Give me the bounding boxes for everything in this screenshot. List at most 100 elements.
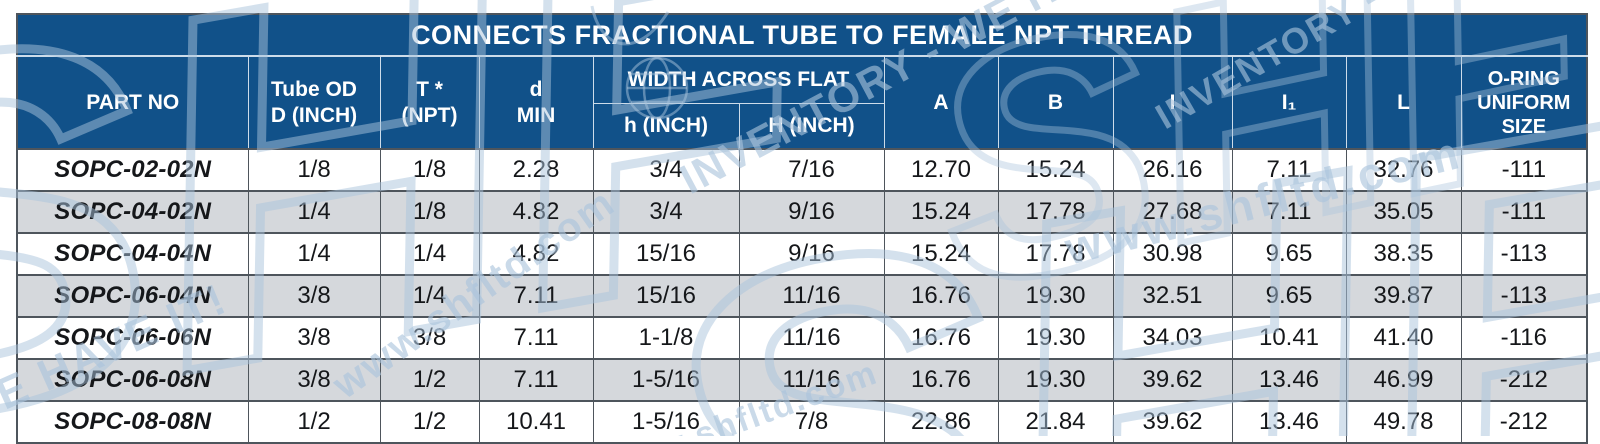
value-cell: 2.28	[479, 149, 593, 191]
value-cell: 16.76	[884, 359, 998, 401]
value-cell: 3/8	[380, 317, 479, 359]
value-cell: 1/8	[380, 191, 479, 233]
value-cell: -113	[1461, 233, 1587, 275]
value-cell: 49.78	[1346, 401, 1461, 443]
value-cell: 17.78	[998, 233, 1113, 275]
value-cell: 1/2	[248, 401, 380, 443]
value-cell: 15/16	[593, 233, 739, 275]
table-title: CONNECTS FRACTIONAL TUBE TO FEMALE NPT T…	[17, 14, 1587, 56]
col-header-h-upper: H (INCH)	[739, 104, 884, 150]
col-header-o-ring: O-RING UNIFORM SIZE	[1461, 56, 1587, 149]
value-cell: 10.41	[1232, 317, 1346, 359]
value-cell: 1/4	[380, 275, 479, 317]
value-cell: 35.05	[1346, 191, 1461, 233]
value-cell: 30.98	[1113, 233, 1232, 275]
value-cell: -113	[1461, 275, 1587, 317]
part-no-cell: SOPC-08-08N	[17, 401, 248, 443]
col-header-d-min: d MIN	[479, 56, 593, 149]
value-cell: 39.62	[1113, 359, 1232, 401]
value-cell: 7/8	[739, 401, 884, 443]
value-cell: 34.03	[1113, 317, 1232, 359]
value-cell: 13.46	[1232, 401, 1346, 443]
value-cell: 1/8	[248, 149, 380, 191]
col-header-b: B	[998, 56, 1113, 149]
col-header-l: L	[1346, 56, 1461, 149]
col-header-tube-od: Tube OD D (INCH)	[248, 56, 380, 149]
col-header-i1: I₁	[1232, 56, 1346, 149]
value-cell: 46.99	[1346, 359, 1461, 401]
value-cell: -212	[1461, 401, 1587, 443]
col-header-h-lower: h (INCH)	[593, 104, 739, 150]
value-cell: 15/16	[593, 275, 739, 317]
value-cell: 38.35	[1346, 233, 1461, 275]
value-cell: 7.11	[479, 359, 593, 401]
value-cell: 1/4	[380, 233, 479, 275]
value-cell: 7.11	[479, 317, 593, 359]
col-header-part-no: PART NO	[17, 56, 248, 149]
spec-table: CONNECTS FRACTIONAL TUBE TO FEMALE NPT T…	[16, 13, 1588, 444]
value-cell: 1-1/8	[593, 317, 739, 359]
col-header-t-npt: T * (NPT)	[380, 56, 479, 149]
value-cell: 3/8	[248, 317, 380, 359]
part-no-cell: SOPC-02-02N	[17, 149, 248, 191]
value-cell: 4.82	[479, 233, 593, 275]
value-cell: 11/16	[739, 359, 884, 401]
value-cell: 17.78	[998, 191, 1113, 233]
value-cell: 15.24	[998, 149, 1113, 191]
value-cell: 7.11	[1232, 191, 1346, 233]
value-cell: 9.65	[1232, 233, 1346, 275]
value-cell: 3/8	[248, 359, 380, 401]
value-cell: 15.24	[884, 233, 998, 275]
value-cell: 16.76	[884, 317, 998, 359]
value-cell: 1/2	[380, 401, 479, 443]
part-no-cell: SOPC-06-06N	[17, 317, 248, 359]
value-cell: 32.51	[1113, 275, 1232, 317]
value-cell: -111	[1461, 191, 1587, 233]
value-cell: 13.46	[1232, 359, 1346, 401]
value-cell: 9/16	[739, 191, 884, 233]
value-cell: 19.30	[998, 317, 1113, 359]
value-cell: 9/16	[739, 233, 884, 275]
value-cell: 1/4	[248, 233, 380, 275]
value-cell: 39.87	[1346, 275, 1461, 317]
part-no-cell: SOPC-04-04N	[17, 233, 248, 275]
value-cell: 1/2	[380, 359, 479, 401]
value-cell: 1/8	[380, 149, 479, 191]
part-no-cell: SOPC-04-02N	[17, 191, 248, 233]
value-cell: -116	[1461, 317, 1587, 359]
value-cell: -212	[1461, 359, 1587, 401]
value-cell: 16.76	[884, 275, 998, 317]
value-cell: 21.84	[998, 401, 1113, 443]
part-no-cell: SOPC-06-08N	[17, 359, 248, 401]
value-cell: -111	[1461, 149, 1587, 191]
header-row-1: PART NO Tube OD D (INCH) T * (NPT) d MIN…	[17, 56, 1587, 104]
value-cell: 3/4	[593, 191, 739, 233]
col-header-a: A	[884, 56, 998, 149]
value-cell: 19.30	[998, 275, 1113, 317]
value-cell: 4.82	[479, 191, 593, 233]
value-cell: 3/4	[593, 149, 739, 191]
title-row: CONNECTS FRACTIONAL TUBE TO FEMALE NPT T…	[17, 14, 1587, 56]
value-cell: 7/16	[739, 149, 884, 191]
value-cell: 1-5/16	[593, 401, 739, 443]
value-cell: 1-5/16	[593, 359, 739, 401]
value-cell: 10.41	[479, 401, 593, 443]
value-cell: 32.76	[1346, 149, 1461, 191]
value-cell: 7.11	[1232, 149, 1346, 191]
value-cell: 1/4	[248, 191, 380, 233]
value-cell: 15.24	[884, 191, 998, 233]
value-cell: 11/16	[739, 317, 884, 359]
col-header-i: I	[1113, 56, 1232, 149]
part-no-cell: SOPC-06-04N	[17, 275, 248, 317]
value-cell: 22.86	[884, 401, 998, 443]
value-cell: 7.11	[479, 275, 593, 317]
value-cell: 26.16	[1113, 149, 1232, 191]
